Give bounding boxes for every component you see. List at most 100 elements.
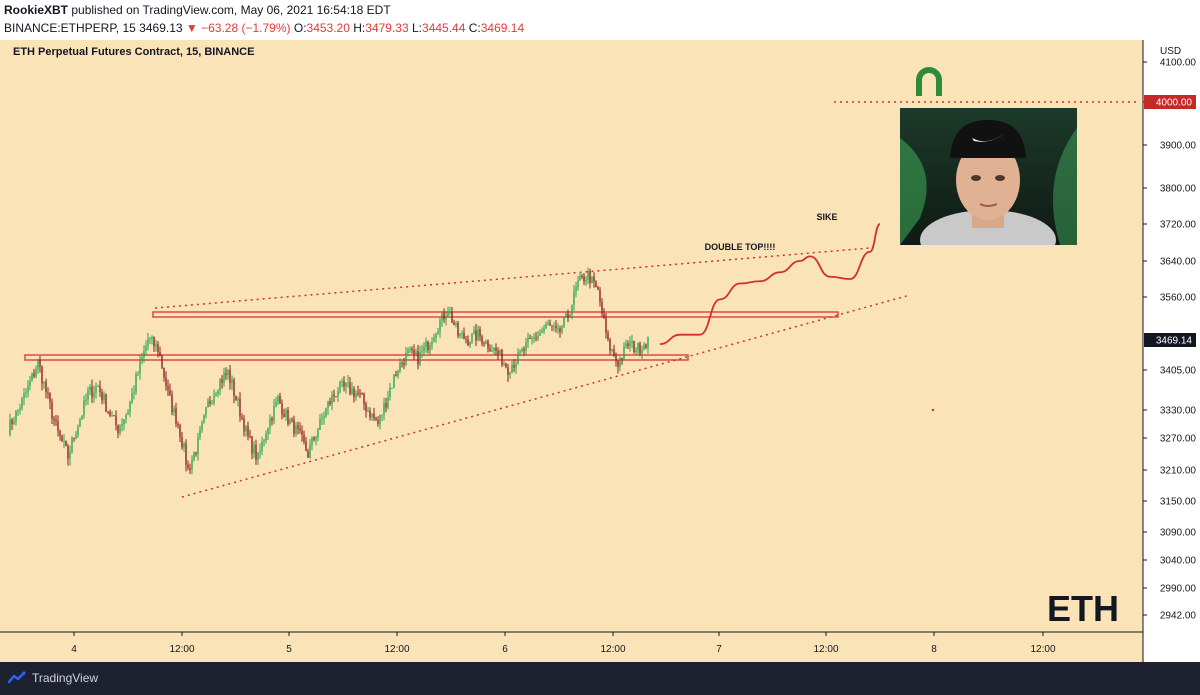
magnet-icon [916,67,942,96]
candle-body [313,437,315,440]
candle-body [61,435,63,442]
candle-body [573,291,575,305]
candle-body [297,425,299,429]
candle-body [107,411,109,413]
candle-body [259,450,261,453]
candle-body [93,392,95,398]
candle-body [293,419,295,434]
candle-body [75,434,77,439]
candle-body [431,342,433,346]
candle-body [481,336,483,344]
candle-body [115,415,117,425]
candle-body [301,430,303,435]
candle-body [273,405,275,421]
candle-body [371,413,373,418]
candle-body [51,402,53,419]
current-price-label: 3469.14 [1156,336,1193,347]
price-tick-label: 2990.00 [1160,584,1197,595]
candle-body [131,393,133,403]
candle-body [565,313,567,318]
candle-body [417,351,419,365]
candle-body [279,396,281,404]
candle-body [25,392,27,394]
projection-path [659,223,881,345]
price-axis[interactable] [1143,40,1200,662]
candle-body [595,281,597,288]
candle-body [157,344,159,353]
candle-body [43,381,45,384]
candle-body [27,385,29,393]
candle-body [619,357,621,368]
tradingview-logo-icon[interactable] [8,671,28,685]
candle-body [105,394,107,412]
candle-body [351,388,353,395]
open-value: 3453.20 [306,21,350,35]
candle-body [447,312,449,317]
candle-body [197,437,199,455]
footer-brand[interactable]: TradingView [32,671,99,685]
candle-body [553,325,555,327]
candle-body [503,363,505,365]
candle-body [465,338,467,340]
candle-body [329,401,331,404]
candle-body [341,381,343,383]
candle-body [41,366,43,384]
candle-body [339,381,341,392]
candle-body [321,418,323,420]
price-tick-label: 3270.00 [1160,434,1197,445]
candle-body [563,317,565,328]
candle-body [31,373,33,382]
candle-body [593,276,595,282]
candle-body [227,369,229,375]
author-name[interactable]: RookieXBT [4,3,69,17]
candle-body [21,397,23,409]
candle-body [485,340,487,345]
candle-body [567,313,569,318]
candle-body [133,391,135,394]
candle-body [69,452,71,459]
candle-body [57,421,59,431]
price-tick-label: 3560.00 [1160,293,1197,304]
candle-body [265,434,267,441]
candle-body [161,356,163,368]
candle-body [85,399,87,401]
candle-body [319,418,321,430]
candle-body [261,441,263,451]
candle-body [247,426,249,437]
candle-body [37,360,39,370]
candle-body [373,413,375,419]
candle-body [467,339,469,346]
candle-body [151,337,153,339]
candle-body [407,349,409,353]
candle-body [35,369,37,377]
candle-body [381,414,383,416]
candle-body [195,452,197,455]
candle-body [59,430,61,436]
candle-body [355,392,357,398]
price-tick-label: 3150.00 [1160,497,1197,508]
candle-body [235,395,237,401]
candle-body [277,396,279,402]
candle-body [613,349,615,357]
candle-body [203,415,205,423]
candle-body [83,400,85,416]
candle-body [153,337,155,347]
candle-body [349,382,351,395]
chart-area[interactable]: DOUBLE TOP!!!! SIKE 4100.00 4000.00 3900.00… [0,40,1200,662]
candle-body [435,334,437,338]
close-label: C: [468,21,481,35]
publish-info: published on TradingView.com, May 06, 20… [71,3,391,17]
candle-body [331,394,333,404]
candle-body [283,414,285,417]
candle-body [263,440,265,442]
candle-body [597,287,599,290]
candle-body [405,352,407,365]
candle-body [495,347,497,351]
candle-body [173,408,175,413]
price-tick-label: 3640.00 [1160,257,1197,268]
candle-body [255,444,257,460]
candle-body [249,436,251,438]
price-tick-label: 3040.00 [1160,556,1197,567]
candle-body [437,331,439,335]
candle-body [111,415,113,417]
